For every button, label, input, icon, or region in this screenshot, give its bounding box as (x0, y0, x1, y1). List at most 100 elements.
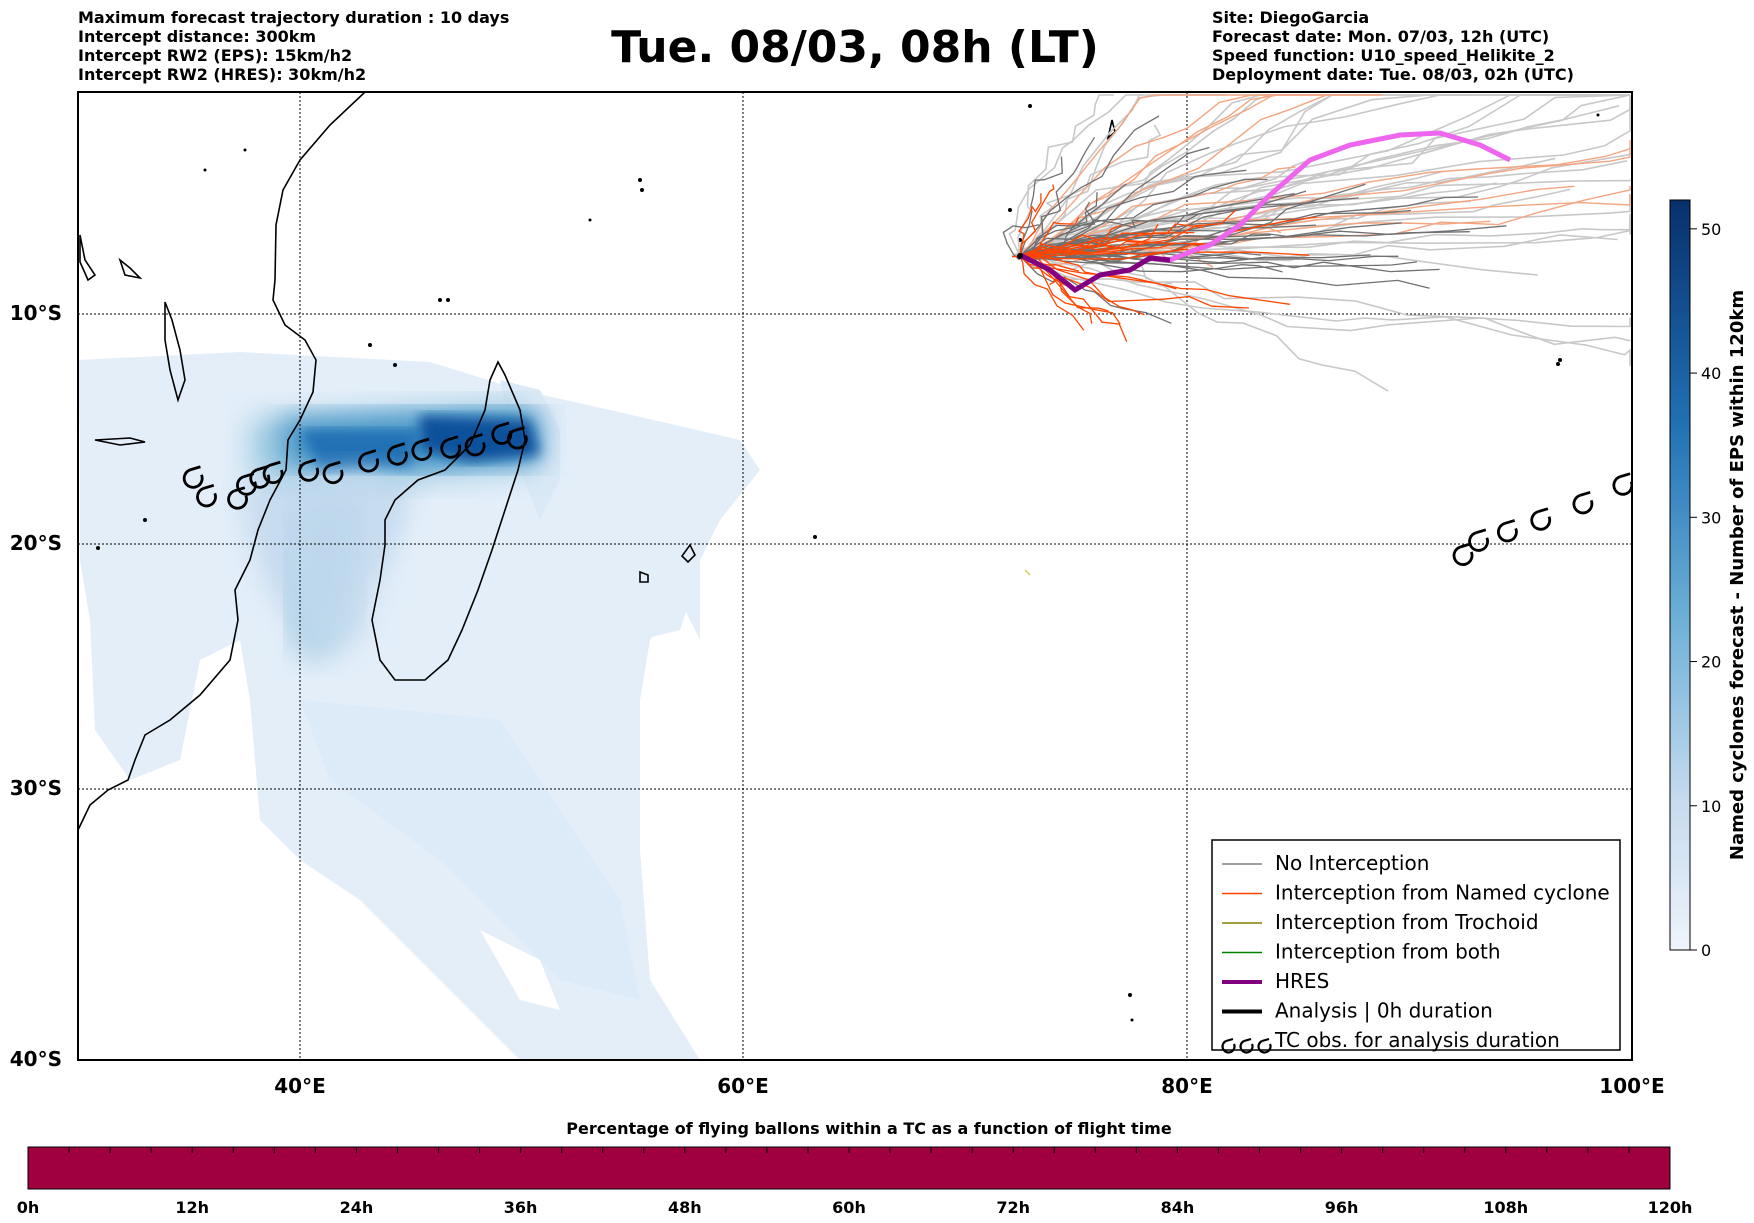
cyclone-symbol-icon (298, 458, 319, 482)
balloon-trajectory (1019, 146, 1210, 257)
header-right-info: Site: DiegoGarcia Forecast date: Mon. 07… (1212, 8, 1574, 84)
colorbar-tick-label: 0 (1701, 941, 1711, 960)
balloon-trajectory (1019, 178, 1268, 257)
map-title: Tue. 08/03, 08h (LT) (611, 22, 1099, 73)
bottom-colorbar-tick-label: 84h (1161, 1198, 1195, 1217)
lat-labels: 10°S 20°S 30°S 40°S (10, 301, 62, 1071)
header-line: Intercept distance: 300km (78, 27, 317, 46)
island-markers (96, 104, 1600, 1022)
cyclone-symbol-icon (387, 442, 408, 466)
header-line: Intercept RW2 (HRES): 30km/h2 (78, 65, 367, 84)
legend-label: TC obs. for analysis duration (1274, 1028, 1560, 1052)
coastlines (78, 92, 1116, 831)
bottom-colorbar-tick-label: 60h (832, 1198, 866, 1217)
bottom-colorbar-tick-label: 48h (668, 1198, 702, 1217)
balloon-trajectory (1019, 196, 1479, 257)
legend-label: HRES (1275, 969, 1329, 993)
cyclone-symbol-icon (506, 426, 528, 450)
legend-box (1211, 839, 1621, 1051)
legend-label: Analysis | 0h duration (1275, 999, 1493, 1023)
header-line: Maximum forecast trajectory duration : 1… (78, 8, 510, 27)
balloon-trajectory (1019, 183, 1366, 260)
colorbar-label: Named cyclones forecast - Number of EPS … (1727, 290, 1748, 860)
lon-label: 60°E (717, 1074, 769, 1098)
balloon-trajectory (1019, 255, 1417, 271)
balloon-trajectory (1019, 184, 1055, 257)
cyclone-symbol-icon (491, 421, 513, 445)
cyclone-symbol-icon (322, 460, 344, 485)
cyclone-symbol-icon (1530, 507, 1552, 531)
balloon-trajectory (1019, 243, 1210, 257)
balloon-trajectory (1019, 255, 1631, 332)
lat-label: 40°S (10, 1047, 62, 1071)
cyclone-symbol-icon (1452, 542, 1474, 566)
flight-time-colorbar: Percentage of flying ballons within a TC… (17, 1119, 1693, 1217)
balloon-trajectory (1019, 255, 1085, 331)
bottom-colorbar-tick-label: 96h (1325, 1198, 1359, 1217)
balloon-trajectory (1019, 255, 1631, 346)
balloon-trajectory (1018, 193, 1042, 257)
bottom-colorbar-tick-label: 0h (17, 1198, 40, 1217)
balloon-trajectory (1019, 223, 1204, 257)
cyclone-symbol-icon (1221, 1037, 1272, 1054)
legend-item: TC obs. for analysis duration (1221, 1028, 1560, 1054)
balloon-trajectory (1019, 98, 1631, 257)
legend-label: No Interception (1275, 851, 1429, 875)
header-line: Site: DiegoGarcia (1212, 8, 1370, 27)
balloon-trajectory (1019, 190, 1307, 257)
lon-label: 80°E (1161, 1074, 1213, 1098)
bottom-colorbar-tick-label: 72h (996, 1198, 1030, 1217)
lat-label: 30°S (10, 776, 62, 800)
cyclone-density-field (78, 352, 760, 1060)
legend-item: Interception from Trochoid (1222, 910, 1539, 934)
legend-item: HRES (1222, 969, 1329, 993)
cyclone-symbol-icon (464, 433, 486, 457)
cyclone-symbol-icon (1572, 490, 1594, 515)
balloon-trajectory (1019, 255, 1109, 312)
cyclone-symbol-icon (262, 460, 284, 485)
cyclone-symbol-icon (440, 435, 462, 459)
colorbar-tick-label: 40 (1701, 364, 1721, 383)
legend-item: Analysis | 0h duration (1222, 999, 1493, 1023)
balloon-trajectory (1019, 136, 1096, 257)
cyclone-colorbar: 0 10 20 30 40 50 Named cyclones forecast - Nu… (1669, 199, 1748, 960)
lat-label: 20°S (10, 531, 62, 555)
cyclone-symbol-icon (1468, 528, 1489, 552)
lon-labels: 40°E 60°E 80°E 100°E (274, 1074, 1664, 1098)
balloon-trajectory (1019, 194, 1631, 257)
balloon-trajectory (1019, 94, 1301, 257)
trajectory-group-named-cyclone (1011, 184, 1317, 343)
balloon-trajectory (1019, 255, 1128, 343)
bottom-colorbar-tick-label: 108h (1483, 1198, 1528, 1217)
legend-item: No Interception (1222, 851, 1429, 875)
header-line: Intercept RW2 (EPS): 15km/h2 (78, 46, 353, 65)
balloon-trajectory (1019, 216, 1317, 257)
trochoid-trace (1024, 569, 1031, 576)
lat-label: 10°S (10, 301, 62, 325)
bottom-colorbar-tick-label: 24h (340, 1198, 374, 1217)
colorbar-tick-label: 50 (1701, 220, 1721, 239)
bottom-colorbar-title: Percentage of flying ballons within a TC… (566, 1119, 1172, 1138)
balloon-trajectory (1019, 224, 1122, 259)
legend-label: Interception from Named cyclone (1275, 881, 1610, 905)
header-line: Forecast date: Mon. 07/03, 12h (UTC) (1212, 27, 1550, 46)
balloon-trajectory (1019, 217, 1080, 257)
header-line: Deployment date: Tue. 08/03, 02h (UTC) (1212, 65, 1574, 84)
tc-observations (182, 421, 1632, 566)
colorbar-tick-label: 20 (1701, 653, 1721, 672)
balloon-trajectory (1019, 255, 1145, 316)
balloon-trajectory (1019, 193, 1295, 257)
cyclone-symbol-icon (196, 483, 217, 508)
balloon-trajectory (1017, 94, 1114, 257)
cyclone-symbol-icon (358, 449, 379, 473)
balloon-trajectory (1019, 156, 1063, 257)
cyclone-symbol-icon (182, 465, 204, 489)
balloon-trajectory (1019, 209, 1412, 257)
balloon-trajectory (1019, 223, 1159, 257)
balloon-trajectory (1019, 253, 1440, 273)
colorbar-scale (1669, 199, 1691, 951)
legend-label: Interception from both (1275, 940, 1501, 964)
header-line: Speed function: U10_speed_Helikite_2 (1212, 46, 1555, 65)
balloon-trajectory (1019, 255, 1631, 366)
